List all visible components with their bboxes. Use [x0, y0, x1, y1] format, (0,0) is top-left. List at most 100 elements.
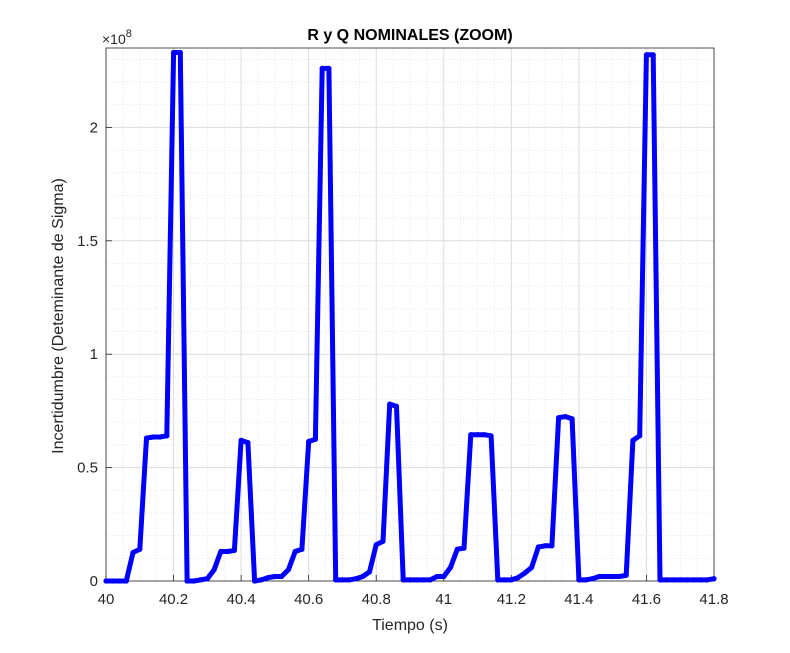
x-tick-label: 41.4: [564, 591, 593, 608]
data-point: [279, 573, 285, 580]
data-point: [684, 577, 690, 583]
data-point: [319, 65, 325, 72]
data-point: [272, 573, 278, 580]
data-point: [265, 574, 271, 581]
data-point: [461, 545, 467, 551]
x-tick-label: 40: [98, 591, 115, 608]
data-point: [481, 432, 487, 438]
data-point: [515, 574, 521, 581]
tick-labels: 40 40.2 40.4 40.6 40.8 41 41.2 41.4 41.6 41.8 0 0.5…: [77, 119, 728, 608]
data-point: [137, 546, 143, 552]
data-point: [197, 577, 204, 583]
data-point: [704, 577, 710, 583]
data-point: [441, 573, 447, 580]
data-point: [238, 437, 244, 443]
x-tick-label: 41: [435, 591, 452, 608]
data-point: [366, 569, 373, 575]
data-point: [353, 576, 359, 582]
y-tick-label: 1.5: [77, 233, 98, 250]
data-point: [170, 49, 177, 56]
data-point: [373, 542, 379, 548]
data-point: [346, 577, 352, 583]
data-point: [103, 578, 109, 584]
data-point: [474, 432, 481, 438]
data-point: [299, 546, 305, 552]
data-point: [529, 564, 535, 570]
data-point: [407, 577, 413, 583]
y-exponent-label: ×108: [102, 28, 132, 47]
data-point: [569, 416, 575, 422]
data-point: [164, 433, 170, 439]
y-tick-label: 0.5: [77, 460, 98, 477]
data-point: [650, 52, 656, 58]
data-point: [191, 578, 197, 584]
data-point: [427, 577, 433, 583]
data-point: [292, 548, 298, 555]
data-point: [556, 415, 562, 421]
data-point: [339, 577, 346, 583]
data-point: [211, 567, 217, 573]
data-point: [360, 573, 366, 580]
data-point: [542, 543, 548, 549]
data-point: [596, 573, 602, 580]
data-point: [157, 434, 163, 440]
data-point: [414, 577, 420, 583]
x-axis-label: Tiempo (s): [372, 617, 448, 634]
data-point: [664, 577, 670, 583]
data-point: [643, 52, 650, 58]
y-tick-label: 1: [90, 346, 98, 363]
data-point: [333, 577, 339, 583]
data-point: [306, 438, 312, 445]
data-point: [670, 577, 677, 583]
data-point: [150, 434, 156, 440]
data-point: [637, 433, 643, 439]
x-tick-label: 40.4: [227, 591, 256, 608]
data-point: [691, 577, 697, 583]
data-point: [501, 577, 508, 583]
data-point: [508, 577, 514, 583]
data-point: [468, 432, 474, 438]
data-point: [225, 548, 231, 555]
data-point: [420, 577, 427, 583]
data-point: [400, 577, 406, 583]
data-point: [583, 577, 589, 583]
data-point: [657, 577, 663, 583]
data-point: [387, 401, 393, 407]
x-tick-label: 40.6: [294, 591, 323, 608]
data-point: [711, 576, 717, 582]
data-point: [434, 573, 440, 580]
data-point: [177, 49, 183, 56]
data-point: [576, 577, 582, 583]
data-point: [603, 573, 609, 580]
chart-title: R y Q NOMINALES (ZOOM): [307, 27, 512, 44]
data-point: [522, 570, 528, 576]
data-point: [231, 547, 237, 553]
data-point: [630, 437, 636, 443]
y-exponent-base: ×10: [102, 31, 126, 47]
data-point: [312, 436, 319, 442]
y-exponent-power: 8: [126, 28, 132, 40]
x-tick-label: 41.8: [699, 591, 728, 608]
data-point: [549, 543, 555, 549]
data-point: [258, 577, 264, 583]
data-point: [488, 433, 494, 439]
data-point: [447, 564, 454, 570]
x-tick-label: 40.8: [362, 591, 391, 608]
data-point: [677, 577, 683, 583]
y-tick-label: 2: [90, 119, 98, 136]
data-point: [204, 576, 210, 582]
data-point: [116, 578, 123, 584]
data-point: [245, 440, 251, 446]
data-point: [285, 567, 291, 573]
data-point: [218, 548, 224, 555]
data-point: [610, 573, 616, 580]
y-axis-label: Incertidumbre (Deteminante de Sigma): [50, 178, 67, 454]
data-point: [326, 65, 332, 72]
grid: [105, 48, 715, 582]
x-tick-label: 41.6: [632, 591, 661, 608]
data-point: [454, 546, 460, 552]
data-point: [143, 435, 150, 441]
x-tick-label: 41.2: [497, 591, 526, 608]
data-point: [252, 578, 258, 584]
